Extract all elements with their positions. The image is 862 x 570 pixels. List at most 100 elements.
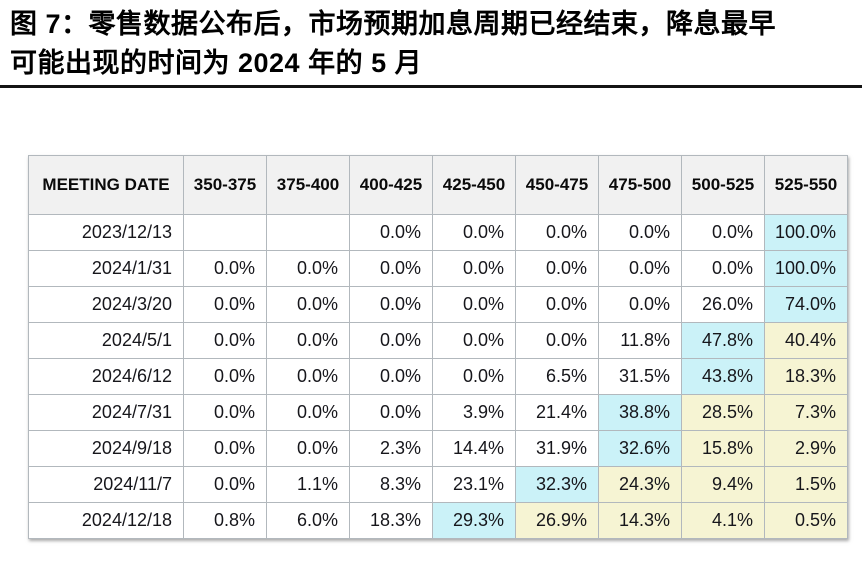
probability-cell: 32.6%	[598, 430, 682, 467]
probability-cell: 1.1%	[266, 466, 350, 503]
probability-cell: 0.0%	[349, 322, 433, 359]
probability-cell: 18.3%	[764, 358, 848, 395]
probability-cell: 0.0%	[681, 250, 765, 287]
probability-cell: 4.1%	[681, 502, 765, 539]
table-row: 2024/3/20 0.0% 0.0% 0.0% 0.0% 0.0% 0.0% 26.0% 74…	[28, 286, 848, 323]
probability-cell: 32.3%	[515, 466, 599, 503]
probability-cell: 0.0%	[266, 394, 350, 431]
probability-cell: 15.8%	[681, 430, 765, 467]
probability-cell: 23.1%	[432, 466, 516, 503]
figure-title: 图 7：零售数据公布后，市场预期加息周期已经结束，降息最早 可能出现的时间为 2…	[10, 5, 860, 83]
rate-range-column-header: 350-375	[183, 155, 267, 215]
probability-cell: 43.8%	[681, 358, 765, 395]
probability-cell: 0.0%	[515, 250, 599, 287]
probability-cell: 0.0%	[598, 250, 682, 287]
probability-cell	[183, 214, 267, 251]
probability-cell: 7.3%	[764, 394, 848, 431]
probability-cell: 0.0%	[266, 358, 350, 395]
probability-cell: 74.0%	[764, 286, 848, 323]
header-row: MEETING DATE 350-375 375-400 400-425 425-450…	[28, 155, 848, 215]
meeting-date-cell: 2024/9/18	[28, 430, 184, 467]
probability-cell: 0.0%	[349, 394, 433, 431]
probability-cell: 0.0%	[432, 358, 516, 395]
probability-cell: 31.5%	[598, 358, 682, 395]
probability-cell: 6.0%	[266, 502, 350, 539]
figure-title-line1: 图 7：零售数据公布后，市场预期加息周期已经结束，降息最早	[10, 9, 777, 39]
probability-cell: 0.0%	[432, 214, 516, 251]
probability-cell	[266, 214, 350, 251]
probability-cell: 0.0%	[266, 322, 350, 359]
probability-cell: 0.0%	[183, 358, 267, 395]
probability-cell: 0.0%	[266, 430, 350, 467]
probability-cell: 0.0%	[681, 214, 765, 251]
table-row: 2024/11/7 0.0% 1.1% 8.3% 23.1% 32.3% 24.3% 9.4%…	[28, 466, 848, 503]
probability-cell: 47.8%	[681, 322, 765, 359]
probability-cell: 0.0%	[183, 394, 267, 431]
table-row: 2023/12/13 0.0% 0.0% 0.0% 0.0% 0.0% 100.0%	[28, 214, 848, 251]
probability-cell: 29.3%	[432, 502, 516, 539]
table-body: 2023/12/13 0.0% 0.0% 0.0% 0.0% 0.0% 100.0% 2024…	[28, 214, 848, 539]
probability-cell: 0.0%	[349, 286, 433, 323]
meeting-date-cell: 2024/11/7	[28, 466, 184, 503]
meeting-date-cell: 2024/5/1	[28, 322, 184, 359]
rate-range-column-header: 500-525	[681, 155, 765, 215]
probability-cell: 0.8%	[183, 502, 267, 539]
probability-cell: 0.0%	[515, 214, 599, 251]
probability-cell: 0.0%	[183, 286, 267, 323]
probability-cell: 6.5%	[515, 358, 599, 395]
probability-cell: 28.5%	[681, 394, 765, 431]
meeting-date-cell: 2024/1/31	[28, 250, 184, 287]
probability-cell: 0.0%	[183, 430, 267, 467]
rate-range-column-header: 525-550	[764, 155, 848, 215]
probability-cell: 18.3%	[349, 502, 433, 539]
probability-cell: 0.0%	[515, 286, 599, 323]
table-row: 2024/9/18 0.0% 0.0% 2.3% 14.4% 31.9% 32.6% 15.8…	[28, 430, 848, 467]
meeting-date-column-header: MEETING DATE	[28, 155, 184, 215]
probability-cell: 0.0%	[598, 214, 682, 251]
probability-cell: 2.3%	[349, 430, 433, 467]
meeting-date-cell: 2024/6/12	[28, 358, 184, 395]
probability-cell: 0.0%	[349, 214, 433, 251]
probability-cell: 2.9%	[764, 430, 848, 467]
probability-cell: 0.0%	[183, 466, 267, 503]
table-row: 2024/5/1 0.0% 0.0% 0.0% 0.0% 0.0% 11.8% 47.8% 40…	[28, 322, 848, 359]
figure-title-line2: 可能出现的时间为 2024 年的 5 月	[10, 48, 423, 78]
probability-cell: 0.0%	[349, 358, 433, 395]
probability-cell: 3.9%	[432, 394, 516, 431]
probability-cell: 24.3%	[598, 466, 682, 503]
title-divider	[0, 85, 862, 88]
probability-cell: 26.0%	[681, 286, 765, 323]
meeting-date-cell: 2024/12/18	[28, 502, 184, 539]
probability-cell: 0.0%	[598, 286, 682, 323]
probability-cell: 11.8%	[598, 322, 682, 359]
meeting-date-cell: 2024/7/31	[28, 394, 184, 431]
probability-cell: 31.9%	[515, 430, 599, 467]
probability-cell: 14.3%	[598, 502, 682, 539]
table-row: 2024/7/31 0.0% 0.0% 0.0% 3.9% 21.4% 38.8% 28.5%…	[28, 394, 848, 431]
table-row: 2024/1/31 0.0% 0.0% 0.0% 0.0% 0.0% 0.0% 0.0% 100…	[28, 250, 848, 287]
meeting-date-cell: 2023/12/13	[28, 214, 184, 251]
table-container: MEETING DATE 350-375 375-400 400-425 425-450…	[28, 155, 848, 539]
probability-cell: 0.0%	[515, 322, 599, 359]
probability-cell: 0.0%	[432, 322, 516, 359]
probability-cell: 0.5%	[764, 502, 848, 539]
probability-cell: 0.0%	[183, 322, 267, 359]
rate-probability-table: MEETING DATE 350-375 375-400 400-425 425-450…	[28, 155, 848, 539]
probability-cell: 14.4%	[432, 430, 516, 467]
probability-cell: 21.4%	[515, 394, 599, 431]
rate-range-column-header: 475-500	[598, 155, 682, 215]
rate-range-column-header: 375-400	[266, 155, 350, 215]
meeting-date-cell: 2024/3/20	[28, 286, 184, 323]
probability-cell: 100.0%	[764, 214, 848, 251]
rate-range-column-header: 450-475	[515, 155, 599, 215]
probability-cell: 9.4%	[681, 466, 765, 503]
probability-cell: 40.4%	[764, 322, 848, 359]
probability-cell: 1.5%	[764, 466, 848, 503]
probability-cell: 0.0%	[266, 286, 350, 323]
probability-cell: 38.8%	[598, 394, 682, 431]
probability-cell: 0.0%	[432, 286, 516, 323]
probability-cell: 100.0%	[764, 250, 848, 287]
probability-cell: 0.0%	[349, 250, 433, 287]
probability-cell: 8.3%	[349, 466, 433, 503]
